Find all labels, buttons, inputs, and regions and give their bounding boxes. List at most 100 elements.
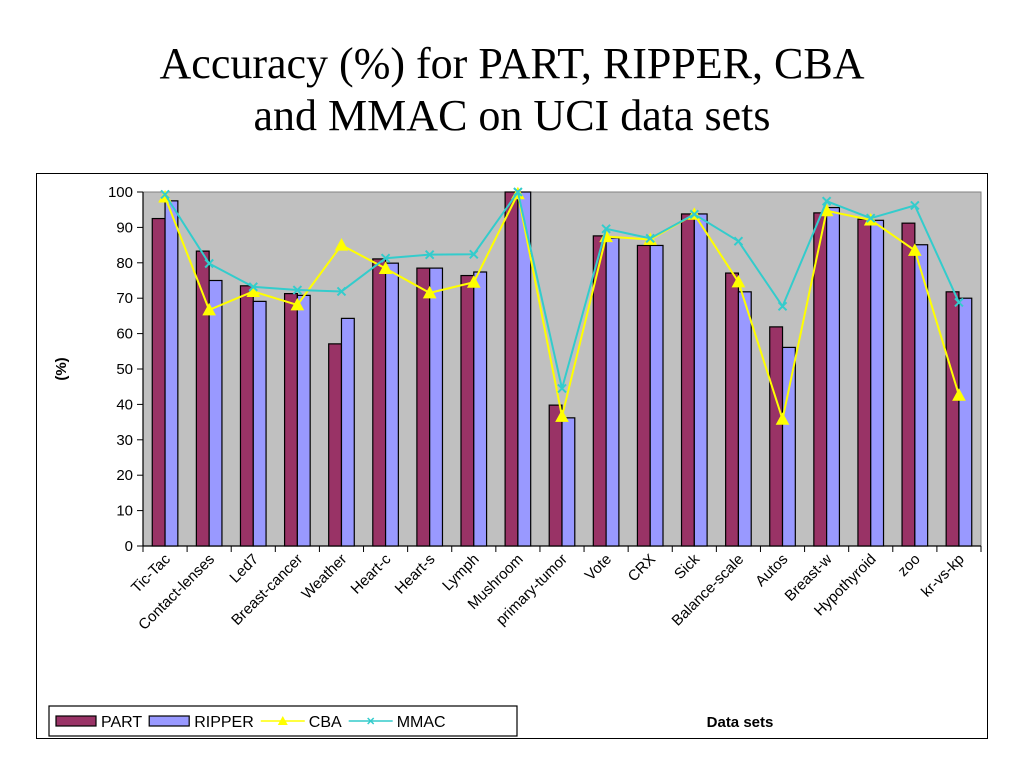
x-tick-label: Autos bbox=[752, 551, 791, 590]
y-tick-label: 60 bbox=[116, 326, 133, 343]
marker-cba bbox=[422, 285, 437, 299]
marker-cba bbox=[202, 302, 217, 316]
marker-cba bbox=[952, 388, 966, 401]
marker-mmac bbox=[689, 209, 700, 220]
title-line-2: and MMAC on UCI data sets bbox=[253, 91, 771, 140]
bar-part bbox=[725, 272, 740, 547]
bar-part bbox=[283, 292, 298, 547]
x-tick-label: zoo bbox=[895, 551, 924, 580]
x-tick-label: Vote bbox=[582, 551, 615, 584]
bar-ripper bbox=[781, 346, 796, 547]
x-tick-label: Led7 bbox=[226, 551, 262, 587]
bar-ripper bbox=[473, 271, 488, 547]
bar-part bbox=[504, 191, 519, 547]
bar-part bbox=[680, 213, 695, 547]
bar-ripper bbox=[208, 279, 223, 547]
bar-ripper bbox=[649, 244, 664, 547]
marker-cba bbox=[731, 274, 746, 288]
y-axis-label: (%) bbox=[53, 357, 70, 380]
marker-mmac bbox=[424, 249, 435, 260]
x-tick-label: Heart-c bbox=[348, 550, 395, 597]
bar-ripper bbox=[693, 213, 708, 547]
marker-mmac bbox=[248, 282, 258, 292]
x-tick-label: Heart-s bbox=[392, 551, 439, 598]
bar-ripper bbox=[517, 191, 532, 547]
marker-cba bbox=[907, 243, 922, 256]
legend-label-mmac: MMAC bbox=[397, 714, 446, 731]
y-tick-label: 100 bbox=[108, 184, 133, 201]
legend-label-part: PART bbox=[101, 714, 142, 731]
marker-mmac bbox=[292, 285, 303, 295]
marker-cba bbox=[466, 275, 481, 288]
legend-marker-mmac bbox=[367, 717, 375, 725]
y-tick-label: 30 bbox=[116, 432, 133, 449]
bar-ripper bbox=[252, 300, 267, 547]
bar-ripper bbox=[429, 267, 444, 547]
marker-mmac bbox=[866, 213, 876, 223]
y-tick-label: 50 bbox=[116, 361, 133, 378]
x-tick-label: kr-vs-kp bbox=[918, 551, 968, 601]
bar-ripper bbox=[561, 417, 576, 547]
marker-mmac bbox=[336, 286, 347, 297]
bar-ripper bbox=[384, 262, 399, 547]
marker-mmac bbox=[777, 301, 788, 312]
bar-ripper bbox=[870, 219, 885, 547]
bar-part bbox=[239, 285, 254, 547]
legend-label-ripper: RIPPER bbox=[194, 714, 254, 731]
marker-mmac bbox=[601, 224, 611, 234]
marker-cba bbox=[334, 238, 349, 251]
marker-mmac bbox=[557, 383, 567, 394]
marker-mmac bbox=[954, 297, 964, 308]
x-tick-label: CRX bbox=[625, 551, 659, 585]
bar-part bbox=[636, 244, 651, 547]
legend-swatch-part bbox=[55, 715, 97, 727]
y-tick-label: 20 bbox=[116, 467, 133, 484]
bar-part bbox=[901, 222, 916, 547]
bar-ripper bbox=[164, 200, 179, 547]
bar-part bbox=[945, 291, 960, 547]
bar-part bbox=[548, 404, 563, 547]
bar-ripper bbox=[340, 317, 355, 547]
bar-part bbox=[460, 274, 475, 547]
bar-ripper bbox=[737, 291, 752, 547]
chart-frame bbox=[36, 173, 988, 739]
marker-cba bbox=[378, 261, 393, 274]
marker-mmac bbox=[160, 189, 170, 200]
bar-part bbox=[416, 267, 431, 547]
marker-mmac bbox=[380, 253, 391, 263]
x-tick-label: Sick bbox=[671, 550, 703, 582]
x-tick-label: Weather bbox=[298, 551, 350, 603]
bar-ripper bbox=[914, 244, 929, 547]
marker-mmac bbox=[821, 196, 832, 206]
bar-part bbox=[151, 217, 166, 547]
y-tick-label: 0 bbox=[125, 538, 133, 555]
marker-mmac bbox=[645, 233, 655, 244]
bar-ripper bbox=[605, 237, 620, 547]
legend-marker-cba bbox=[277, 716, 288, 725]
y-tick-label: 80 bbox=[116, 255, 133, 272]
marker-mmac bbox=[910, 200, 920, 211]
x-tick-label: Contact-lenses bbox=[135, 551, 218, 634]
bar-part bbox=[328, 343, 343, 547]
y-tick-label: 70 bbox=[116, 290, 133, 307]
bar-part bbox=[857, 218, 872, 547]
marker-mmac bbox=[513, 187, 523, 197]
legend-swatch-ripper bbox=[148, 715, 190, 727]
page-title: Accuracy (%) for PART, RIPPER, CBA and M… bbox=[0, 38, 1024, 142]
x-axis-label: Data sets bbox=[707, 714, 774, 731]
marker-mmac bbox=[733, 236, 744, 246]
y-tick-label: 90 bbox=[116, 219, 133, 236]
marker-cba bbox=[775, 412, 790, 425]
marker-mmac bbox=[204, 258, 214, 269]
marker-cba bbox=[555, 409, 569, 422]
bar-ripper bbox=[958, 297, 973, 547]
legend-box bbox=[48, 705, 518, 737]
bar-ripper bbox=[826, 206, 841, 547]
marker-mmac bbox=[469, 249, 479, 260]
x-tick-label: Lymph bbox=[439, 551, 482, 594]
bar-ripper bbox=[296, 294, 311, 547]
y-tick-label: 10 bbox=[116, 503, 133, 520]
marker-cba bbox=[290, 297, 305, 311]
bar-part bbox=[372, 258, 387, 547]
